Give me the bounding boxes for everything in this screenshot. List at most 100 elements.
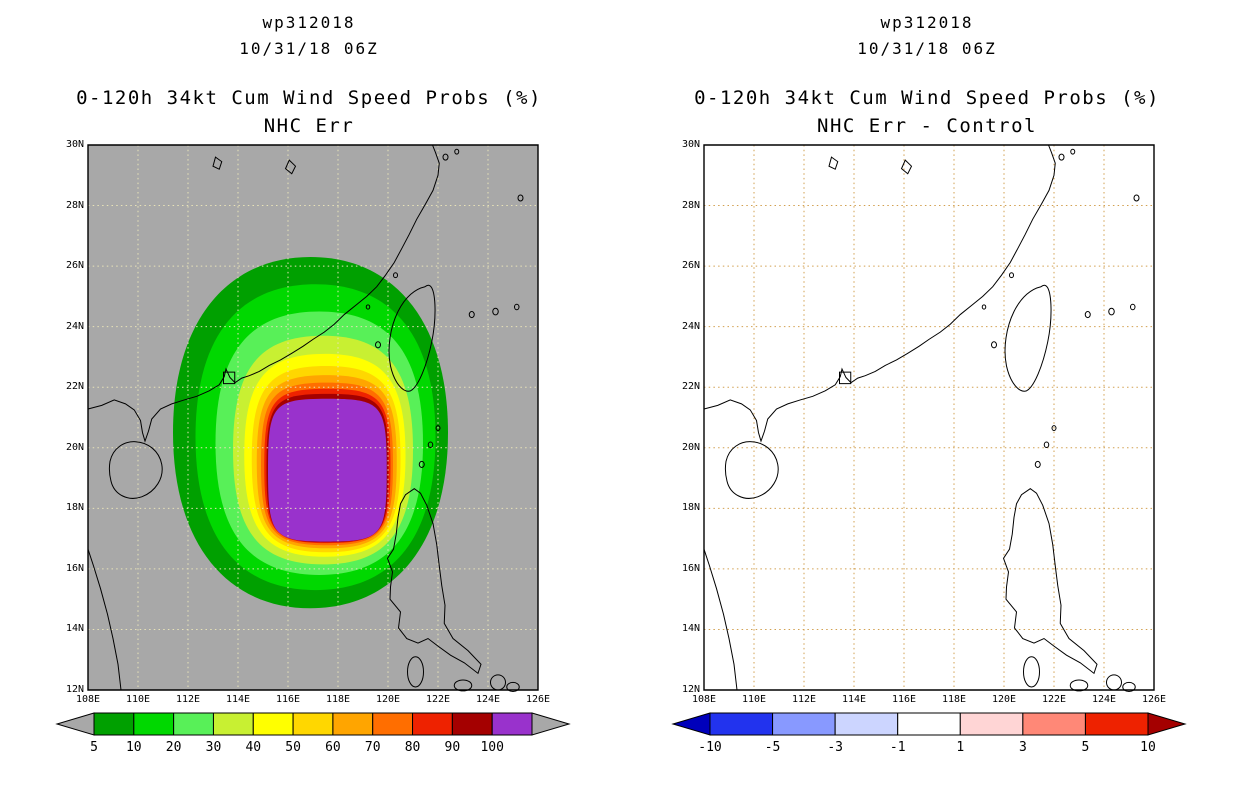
lon-tick-label: 116E bbox=[275, 694, 301, 705]
lon-tick-label: 110E bbox=[741, 694, 767, 705]
lon-tick-label: 108E bbox=[691, 694, 717, 705]
lat-tick-label: 28N bbox=[65, 199, 84, 211]
lon-tick-label: 120E bbox=[991, 694, 1017, 705]
lat-tick-label: 26N bbox=[65, 260, 84, 272]
colorbar-arrow-right bbox=[531, 712, 571, 736]
colorbar-segment bbox=[772, 712, 836, 736]
colorbar-segment bbox=[93, 712, 135, 736]
colorbar-segment bbox=[173, 712, 214, 736]
colorbar-tick-label: 40 bbox=[245, 740, 261, 755]
colorbar-canvas: 5 10 20 30 40 50 60 70 80 90 100 bbox=[55, 712, 571, 755]
lon-tick-label: 108E bbox=[75, 694, 101, 705]
map-border bbox=[88, 145, 538, 690]
plot-title-line2: NHC Err - Control bbox=[817, 115, 1037, 137]
lat-tick-label: 18N bbox=[681, 502, 700, 514]
lat-tick-label: 12N bbox=[65, 684, 84, 695]
colorbar-tick-label: 10 bbox=[126, 740, 142, 755]
colorbar-segment bbox=[133, 712, 175, 736]
colorbar-segment bbox=[412, 712, 453, 736]
colorbar-segment bbox=[252, 712, 294, 736]
colorbar-segment bbox=[834, 712, 899, 736]
colorbar-tick-label: 20 bbox=[166, 740, 182, 755]
panel-header: wp312018 10/31/18 06Z bbox=[0, 10, 618, 62]
panel-nhc-err: wp312018 10/31/18 06Z 0-120h 34kt Cum Wi… bbox=[0, 10, 618, 755]
map-nhc-err-minus-control: 30N 28N 26N 24N 22N 20N 18N 16N 14N 12N 108E 110E 11… bbox=[682, 145, 1154, 690]
lat-tick-label: 16N bbox=[681, 562, 700, 574]
lat-tick-label: 20N bbox=[65, 441, 84, 453]
colorbar-tick-label: 3 bbox=[1019, 740, 1027, 755]
colorbar-tick-label: 60 bbox=[325, 740, 341, 755]
colorbar-tick-label: 50 bbox=[285, 740, 301, 755]
lon-tick-label: 110E bbox=[125, 694, 151, 705]
contour-fill-canvas bbox=[88, 145, 538, 690]
colorbar-arrow-left bbox=[671, 712, 711, 736]
colorbar-tick-label: 5 bbox=[90, 740, 98, 755]
colorbar-arrow-left bbox=[55, 712, 95, 736]
lat-tick-label: 22N bbox=[65, 381, 84, 393]
contour-level-100 bbox=[268, 398, 387, 542]
lon-tick-label: 114E bbox=[225, 694, 251, 705]
lat-tick-label: 30N bbox=[681, 139, 700, 150]
lon-tick-label: 126E bbox=[1141, 694, 1167, 705]
lat-tick-label: 22N bbox=[681, 381, 700, 393]
lat-tick-label: 28N bbox=[681, 199, 700, 211]
lat-tick-label: 18N bbox=[65, 502, 84, 514]
colorbar-tick-label: 80 bbox=[405, 740, 421, 755]
lon-tick-label: 126E bbox=[525, 694, 551, 705]
colorbar-tick-label: 90 bbox=[445, 740, 461, 755]
plot-title-line1: 0-120h 34kt Cum Wind Speed Probs (%) bbox=[76, 87, 542, 109]
map-border bbox=[704, 145, 1154, 690]
colorbar-segment bbox=[451, 712, 493, 736]
init-time: 10/31/18 06Z bbox=[857, 39, 997, 58]
contour-fill-canvas bbox=[704, 145, 1154, 690]
lon-tick-label: 118E bbox=[941, 694, 967, 705]
lat-tick-label: 24N bbox=[65, 320, 84, 332]
lat-tick-label: 14N bbox=[65, 623, 84, 635]
colorbar-segment bbox=[897, 712, 961, 736]
lon-tick-label: 116E bbox=[891, 694, 917, 705]
plot-title-line2: NHC Err bbox=[263, 115, 355, 137]
init-time: 10/31/18 06Z bbox=[239, 39, 379, 58]
colorbar-tick-label: -1 bbox=[890, 740, 906, 755]
storm-id: wp312018 bbox=[262, 13, 356, 32]
lon-tick-label: 112E bbox=[175, 694, 201, 705]
colorbar-tick-label: 1 bbox=[956, 740, 964, 755]
lon-tick-label: 118E bbox=[325, 694, 351, 705]
lat-tick-label: 26N bbox=[681, 260, 700, 272]
colorbar-canvas: -10 -5 -3 -1 1 3 5 10 bbox=[671, 712, 1187, 755]
colorbar-difference: -10 -5 -3 -1 1 3 5 10 bbox=[670, 712, 1188, 756]
colorbar-tick-label: 10 bbox=[1140, 740, 1156, 755]
lat-tick-label: 16N bbox=[65, 562, 84, 574]
coastline-canvas bbox=[88, 145, 538, 690]
lon-tick-label: 124E bbox=[1091, 694, 1117, 705]
colorbar-segment bbox=[332, 712, 374, 736]
colorbar-tick-label: -3 bbox=[827, 740, 843, 755]
lon-tick-label: 112E bbox=[791, 694, 817, 705]
coastlines bbox=[704, 145, 1139, 692]
lon-tick-label: 124E bbox=[475, 694, 501, 705]
colorbar-tick-label: 30 bbox=[206, 740, 222, 755]
colorbar-tick-label: -10 bbox=[698, 740, 721, 755]
colorbar-tick-label: -5 bbox=[765, 740, 781, 755]
panel-header: wp312018 10/31/18 06Z bbox=[618, 10, 1236, 62]
lat-tick-label: 14N bbox=[681, 623, 700, 635]
plot-title-line1: 0-120h 34kt Cum Wind Speed Probs (%) bbox=[694, 87, 1160, 109]
colorbar-arrow-right bbox=[1147, 712, 1187, 736]
plot-title: 0-120h 34kt Cum Wind Speed Probs (%) NHC… bbox=[0, 84, 618, 140]
colorbar-segment bbox=[292, 712, 334, 736]
panel-nhc-err-minus-control: wp312018 10/31/18 06Z 0-120h 34kt Cum Wi… bbox=[618, 0, 1236, 800]
coastline-canvas bbox=[704, 145, 1154, 690]
storm-id: wp312018 bbox=[880, 13, 974, 32]
colorbar-segment bbox=[709, 712, 774, 736]
lat-tick-label: 30N bbox=[65, 139, 84, 150]
colorbar-segment bbox=[959, 712, 1024, 736]
coastlines bbox=[88, 145, 523, 692]
colorbar-segment bbox=[491, 712, 533, 736]
lon-tick-label: 122E bbox=[1041, 694, 1067, 705]
lon-tick-label: 122E bbox=[425, 694, 451, 705]
lat-tick-label: 12N bbox=[681, 684, 700, 695]
map-background bbox=[704, 145, 1154, 690]
probability-contours bbox=[173, 257, 448, 609]
lon-tick-label: 114E bbox=[841, 694, 867, 705]
lat-tick-label: 24N bbox=[681, 320, 700, 332]
